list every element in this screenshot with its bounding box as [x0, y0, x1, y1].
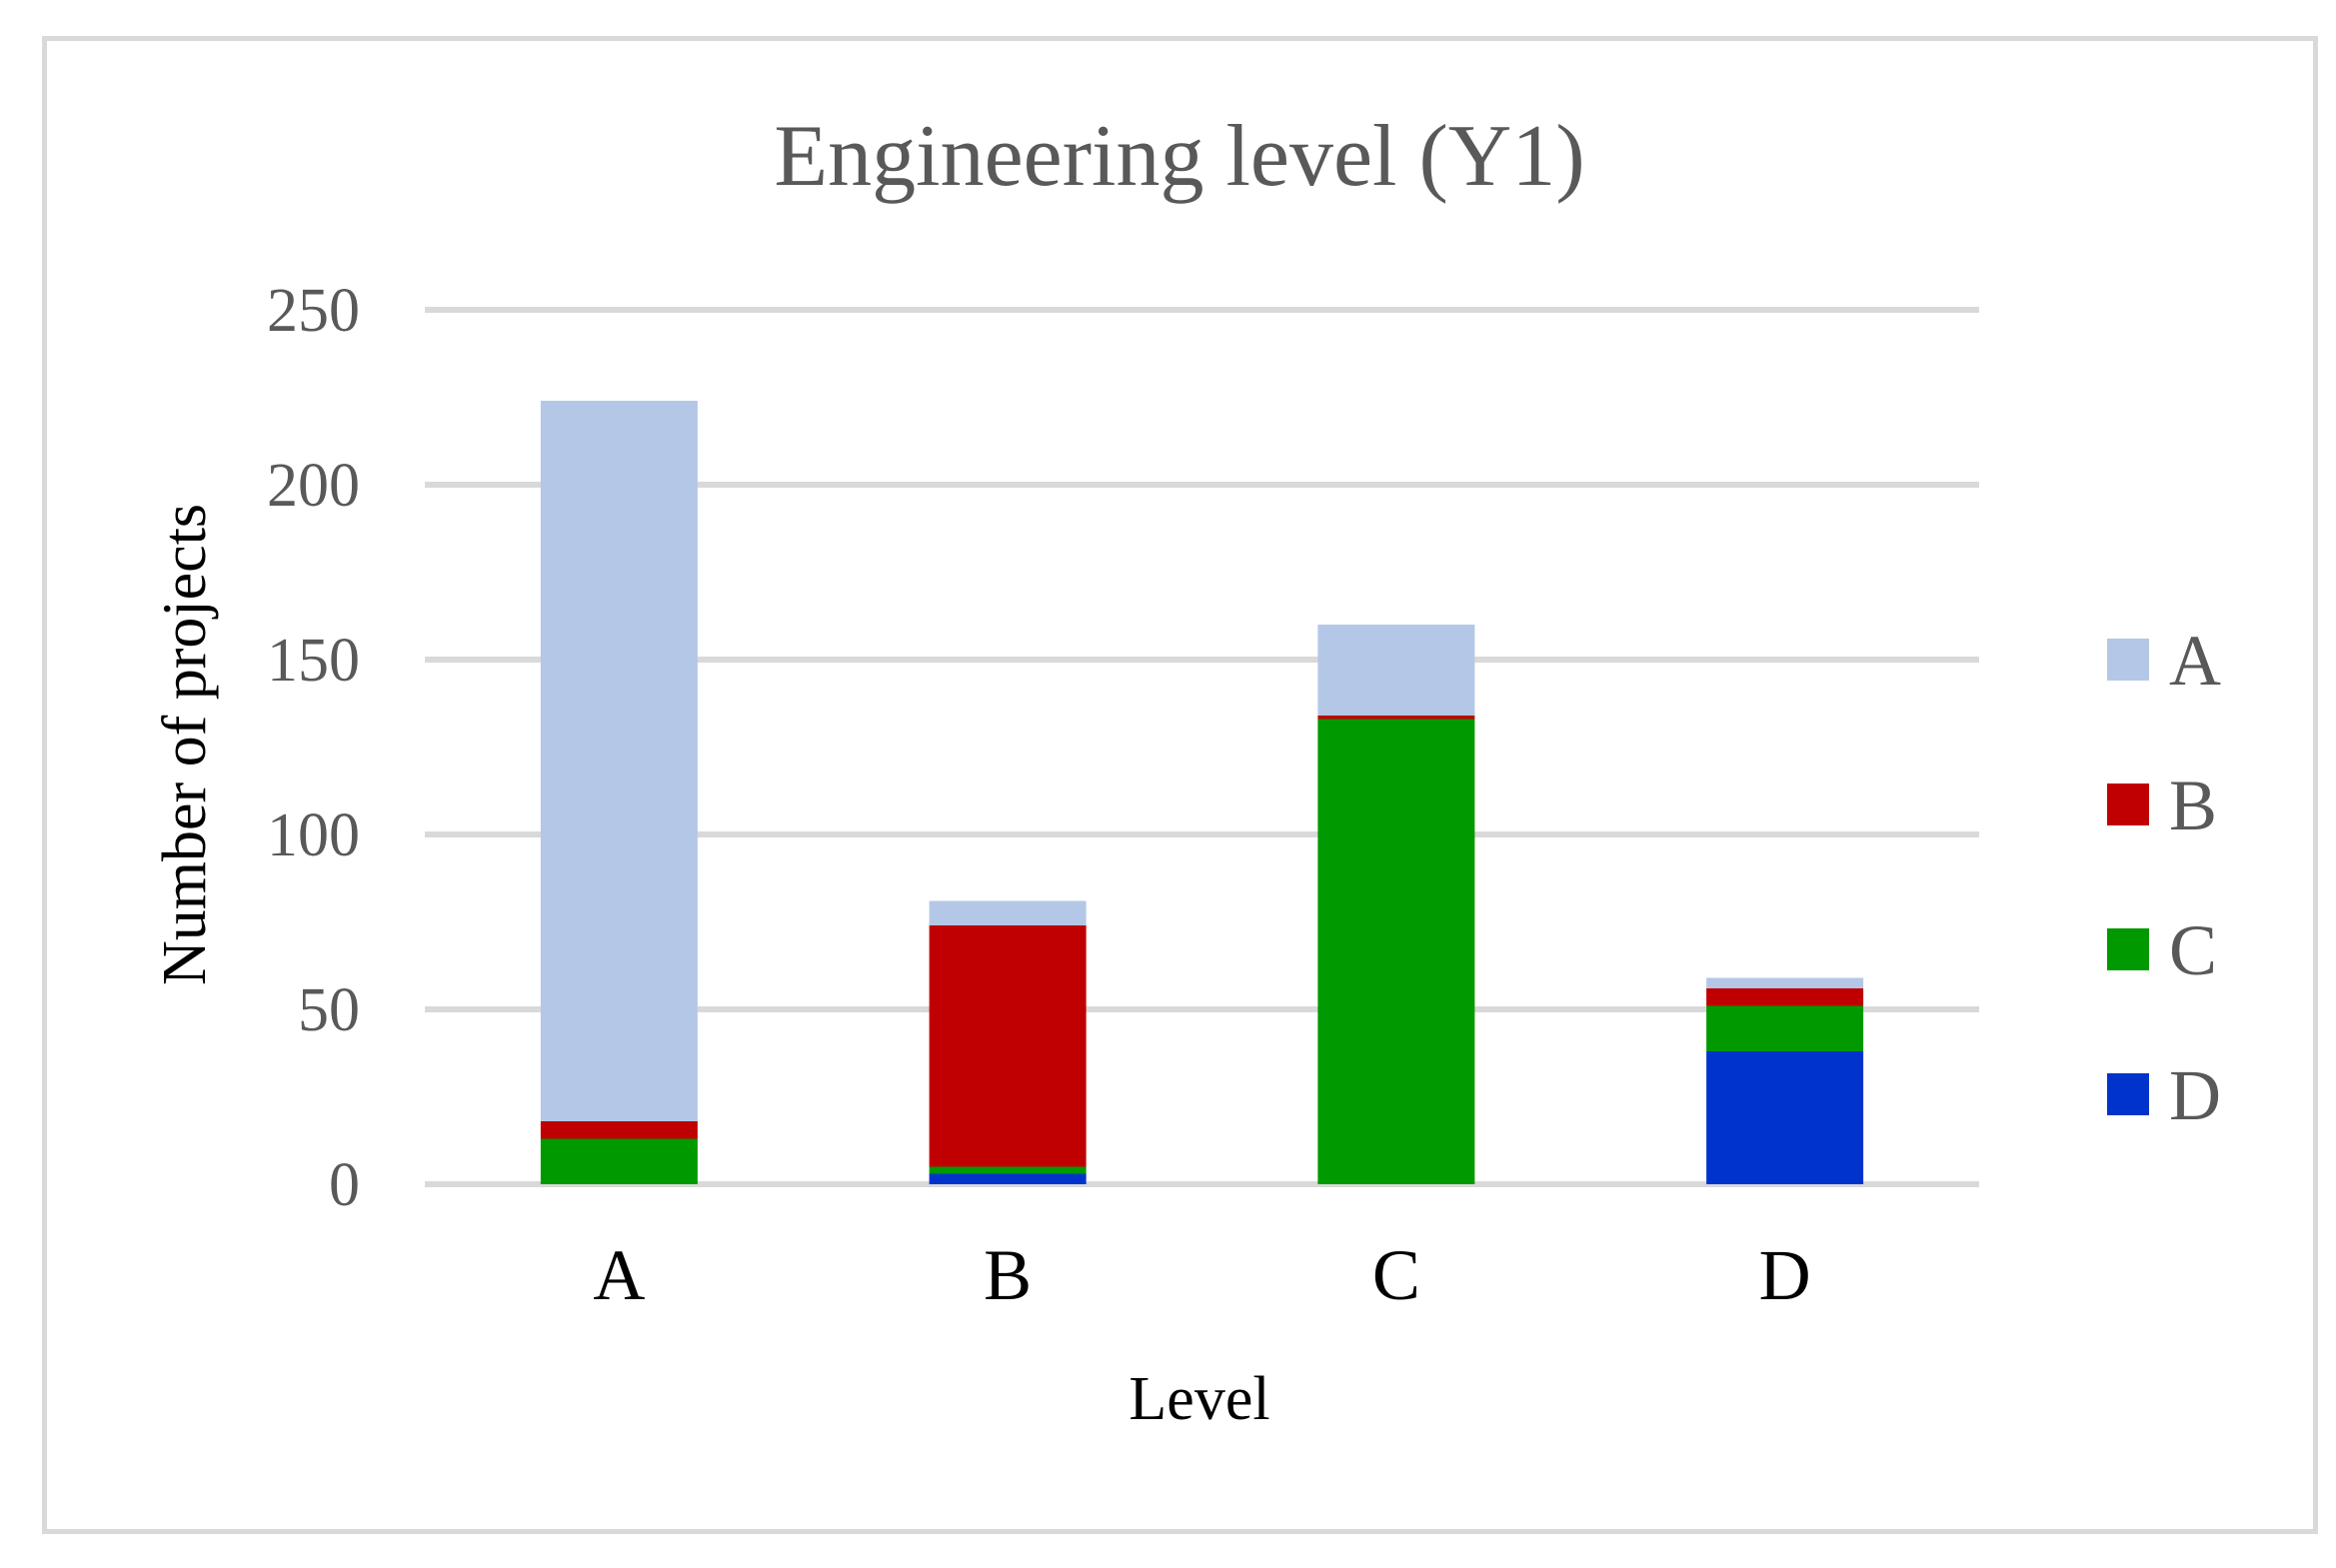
bar-D-series-D [1706, 1051, 1864, 1184]
bar-D-series-B [1706, 988, 1864, 1006]
x-tick-label: C [1372, 1235, 1420, 1315]
bar-A-series-A [540, 401, 698, 1121]
bar-B-series-A [929, 900, 1087, 925]
bar-B-series-D [929, 1173, 1087, 1184]
y-tick-label: 50 [298, 976, 360, 1044]
bar-A-series-B [540, 1121, 698, 1139]
x-tick-label: D [1759, 1235, 1811, 1315]
bar-C-series-C [1317, 719, 1475, 1184]
legend-swatch-B [2107, 784, 2149, 825]
y-axis-title: Number of projects [151, 504, 219, 985]
bar-B-series-C [929, 1166, 1087, 1174]
x-tick-label: B [984, 1235, 1032, 1315]
chart-frame [42, 36, 2318, 1534]
y-tick-label: 250 [267, 277, 360, 345]
y-tick-label: 0 [329, 1151, 360, 1219]
y-tick-label: 100 [267, 801, 360, 869]
legend-label-B: B [2169, 766, 2217, 845]
x-axis-ticks: A B C D [593, 1235, 1810, 1315]
bar-B-series-B [929, 925, 1087, 1167]
y-tick-label: 200 [267, 452, 360, 520]
bars [540, 401, 1864, 1184]
bar-D-series-A [1706, 977, 1864, 988]
bar-A-series-C [540, 1138, 698, 1184]
bar-D-series-C [1706, 1005, 1864, 1051]
bar-C-series-B [1317, 716, 1475, 720]
y-tick-label: 150 [267, 627, 360, 695]
legend-label-C: C [2169, 910, 2217, 990]
x-axis-title: Level [1129, 1365, 1269, 1433]
legend-swatch-A [2107, 639, 2149, 681]
legend-label-D: D [2169, 1055, 2221, 1135]
bar-C-series-A [1317, 625, 1475, 716]
chart-title: Engineering level (Y1) [774, 108, 1584, 205]
legend-swatch-D [2107, 1073, 2149, 1115]
y-axis-ticks: 0 50 100 150 200 250 [267, 277, 360, 1219]
legend-label-A: A [2169, 621, 2221, 701]
x-tick-label: A [593, 1235, 645, 1315]
legend-swatch-C [2107, 928, 2149, 970]
